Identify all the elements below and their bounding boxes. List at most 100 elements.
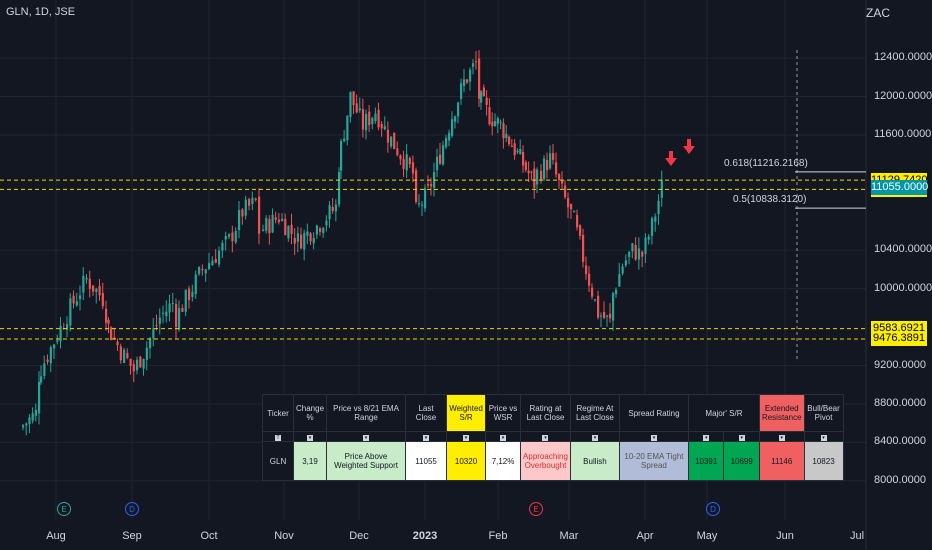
- candle-body: [628, 252, 631, 257]
- td-major-sr-1: 10391: [687, 441, 725, 481]
- candle-body: [234, 230, 237, 243]
- time-tick-label: Jun: [776, 530, 794, 542]
- candle-body: [171, 303, 174, 305]
- candle-body: [204, 269, 207, 274]
- td-last-close: 11055: [405, 441, 448, 481]
- candle-body: [641, 251, 644, 257]
- candle-body: [284, 218, 287, 236]
- current-price-tag: 11055.0000: [871, 179, 929, 195]
- filter-cell[interactable]: ▾: [485, 431, 522, 442]
- price-tick-label: 8400.0000: [874, 435, 926, 448]
- filter-cell[interactable]: ▾: [758, 431, 805, 442]
- earnings-icon[interactable]: E: [529, 502, 543, 516]
- price-tick-label: 9200.0000: [874, 358, 926, 371]
- candle-body: [615, 289, 618, 295]
- candle-body: [478, 58, 481, 99]
- candle-body: [609, 313, 612, 319]
- candle-body: [98, 285, 101, 296]
- candle-body: [457, 102, 460, 117]
- candle-body: [650, 218, 654, 236]
- filter-cell[interactable]: ▾: [618, 431, 689, 442]
- candle-body: [612, 293, 615, 321]
- th-ticker: Ticker: [262, 394, 294, 432]
- price-tick-label: 8000.0000: [874, 473, 926, 486]
- candle-body: [365, 113, 368, 131]
- earnings-icon[interactable]: E: [57, 502, 71, 516]
- candle-body: [657, 200, 660, 215]
- candle-body: [555, 162, 558, 175]
- price-tick-label: 10000.0000: [874, 281, 932, 294]
- filter-cell[interactable]: ▾: [292, 431, 328, 442]
- filter-cell[interactable]: ▾: [446, 431, 487, 442]
- down-arrow-icon: [665, 151, 677, 166]
- candle-body: [31, 413, 34, 421]
- candle-body: [519, 148, 522, 155]
- candle-body: [377, 109, 380, 128]
- filter-cell[interactable]: ▾: [520, 431, 571, 442]
- candle-body: [454, 116, 457, 122]
- candle-body: [258, 196, 261, 234]
- candle-body: [53, 344, 56, 349]
- filter-cell[interactable]: ▾: [405, 431, 448, 442]
- candle-body: [281, 218, 284, 221]
- td-weighted-sr: 10320: [446, 441, 487, 481]
- candle-body: [606, 315, 609, 317]
- candle-body: [564, 185, 567, 198]
- td-rating: Approaching Overbought: [520, 441, 571, 481]
- candle-body: [22, 425, 25, 428]
- candle-body: [491, 121, 494, 127]
- candle-body: [46, 359, 49, 362]
- candle-body: [303, 233, 306, 250]
- filter-cell[interactable]: ▾: [723, 431, 760, 442]
- candle-body: [248, 199, 251, 206]
- candle-body: [637, 248, 641, 260]
- candle-body: [567, 197, 570, 208]
- candle-body: [361, 109, 365, 130]
- candle-body: [647, 236, 650, 240]
- candle-body: [355, 103, 358, 113]
- candle-body: [218, 250, 221, 265]
- candle-body: [631, 243, 634, 252]
- td-ema-range: Price Above Weighted Support: [326, 441, 407, 481]
- candle-body: [496, 118, 499, 124]
- filter-cell[interactable]: T: [262, 431, 294, 442]
- dividend-icon[interactable]: D: [125, 502, 139, 516]
- filter-cell[interactable]: ▾: [569, 431, 620, 442]
- candle-body: [322, 228, 325, 234]
- candle-body: [158, 317, 161, 325]
- candle-body: [368, 111, 371, 126]
- candle-body: [168, 303, 171, 313]
- candle-body: [466, 79, 469, 83]
- th-last-close: Last Close: [405, 394, 448, 432]
- candle-body: [49, 347, 52, 364]
- candle-body: [460, 83, 463, 100]
- candle-body: [105, 308, 108, 323]
- candle-body: [119, 346, 122, 361]
- candle-body: [536, 169, 539, 185]
- candle-body: [402, 158, 405, 169]
- time-tick-label: Mar: [559, 530, 579, 542]
- td-pivot: 10823: [803, 441, 844, 481]
- candle-body: [573, 211, 576, 213]
- candle-body: [338, 172, 341, 205]
- candle-body: [238, 210, 241, 231]
- candle-body: [136, 359, 139, 371]
- symbol-label[interactable]: GLN, 1D, JSE: [6, 6, 76, 18]
- candle-body: [75, 301, 78, 306]
- candle-body: [265, 218, 268, 231]
- candle-body: [262, 229, 265, 231]
- filter-cell[interactable]: ▾: [326, 431, 407, 442]
- candle-body: [421, 204, 424, 206]
- candle-body: [399, 155, 402, 160]
- th-ema-range: Price vs 8/21 EMA Range: [326, 394, 407, 432]
- candle-body: [59, 325, 62, 342]
- level-price-tag: 9476.3891: [871, 331, 927, 347]
- candle-body: [198, 267, 201, 274]
- filter-cell[interactable]: ▾: [687, 431, 725, 442]
- candle-body: [488, 107, 491, 125]
- time-tick-label: Dec: [349, 530, 369, 542]
- candle-body: [383, 126, 386, 130]
- dividend-icon[interactable]: D: [706, 502, 720, 516]
- filter-cell[interactable]: ▾: [803, 431, 844, 442]
- candle-body: [505, 133, 508, 139]
